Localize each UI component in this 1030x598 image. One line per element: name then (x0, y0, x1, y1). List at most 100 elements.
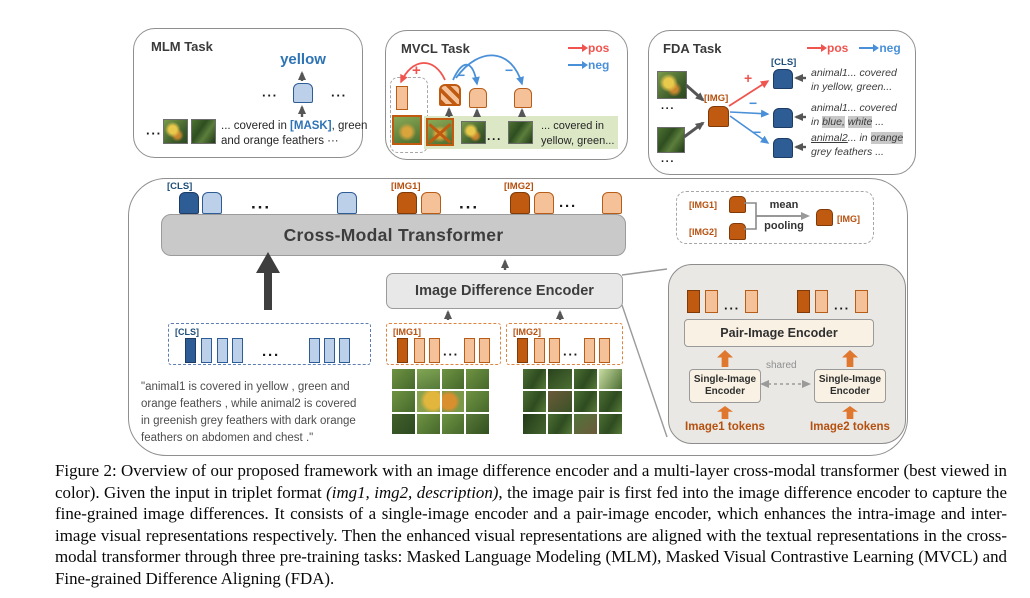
cls-label: [CLS] (167, 181, 193, 192)
image-embedding-bar (815, 290, 828, 313)
neg-arrow-icon (568, 60, 588, 70)
pair-image-encoder-detail: ··· ··· Pair-Image Encoder Single-Image E… (668, 264, 906, 444)
single-encoder-label: Single-Image Encoder (694, 374, 756, 398)
mean-pooling-box: [IMG1] [IMG2] mean pooling [IMG] (676, 191, 874, 244)
fda-text2-line1: animal1... covered (811, 102, 897, 114)
image-patch (573, 391, 597, 412)
legend-pos: pos (568, 41, 609, 55)
img1-token (729, 196, 746, 213)
foliage-image-thumbnail (508, 121, 533, 144)
image-token (534, 192, 554, 214)
image-embedding-bar (599, 338, 610, 363)
image-embedding-bar (414, 338, 425, 363)
cls-text-dashed-box: [CLS] ··· (168, 323, 371, 365)
image-embedding-bar (584, 338, 595, 363)
image-patch (416, 413, 440, 434)
fda-text1-line1: animal1... covered (811, 67, 897, 79)
image-patch (548, 391, 572, 412)
image-difference-encoder: Image Difference Encoder (386, 273, 623, 309)
caption-text: Figure 2: Overview of our proposed frame… (55, 461, 1007, 502)
image-embedding-bar (705, 290, 718, 313)
image-patch (523, 391, 547, 412)
img-label: [IMG] (837, 214, 860, 224)
img1-label: [IMG1] (391, 181, 421, 192)
image-patch (466, 369, 489, 390)
ellipsis-dots: ··· (563, 347, 579, 362)
pos-sign: + (744, 70, 753, 86)
image-patch (441, 413, 465, 434)
fda-text2-seg: in (811, 115, 823, 128)
img-token (816, 209, 833, 226)
ellipsis-dots: ··· (661, 103, 675, 115)
img2-token (729, 223, 746, 240)
img1-label: [IMG1] (689, 200, 717, 210)
image-patch (441, 391, 465, 412)
description-line1: "animal1 is covered in yellow , green an… (141, 381, 350, 393)
mlm-prediction-word: yellow (280, 51, 326, 68)
prediction-token (293, 83, 313, 103)
mlm-text-line2: and orange feathers ··· (221, 135, 339, 147)
ellipsis-dots: ··· (251, 198, 271, 217)
pos-arrow-icon (807, 43, 827, 53)
image-embedding-bar (549, 338, 560, 363)
neg-sign: − (457, 67, 466, 83)
cls-token (773, 108, 793, 128)
image-embedding-bar (397, 338, 408, 363)
single-image-encoder-1: Single-Image Encoder (689, 369, 761, 403)
img1-token (397, 192, 417, 214)
img-label: [IMG] (704, 93, 729, 104)
up-arrow-icon (717, 406, 733, 419)
legend-pos-label: pos (588, 41, 610, 55)
image-patch (548, 413, 572, 434)
mvcl-task-panel: MVCL Task pos neg ··· ... covered in yel… (385, 30, 628, 160)
img1-label: [IMG1] (393, 327, 421, 337)
image-embedding-bar (517, 338, 528, 363)
description-text: "animal1 is covered in yellow , green an… (141, 379, 356, 447)
mlm-text-before: ... covered in (221, 120, 291, 132)
fda-task-panel: FDA Task pos neg ··· ··· [IMG] [CLS] + −… (648, 30, 916, 175)
up-arrow-icon (717, 350, 733, 367)
single-encoder-line2: Encoder (829, 386, 870, 397)
fda-text2-highlight: white (847, 115, 873, 128)
image-token (469, 88, 487, 108)
fda-title: FDA Task (663, 41, 722, 56)
masked-image-token (439, 84, 461, 106)
framework-panel: [CLS] ··· [IMG1] ··· [IMG2] ··· Cross-Mo… (128, 178, 908, 456)
ellipsis-dots: ··· (559, 198, 577, 215)
mvcl-text-line1: ... covered in (541, 120, 604, 132)
image-token (514, 88, 532, 108)
fda-candidate-text-2: animal1... covered in blue, white ... (811, 102, 897, 129)
legend-pos-label: pos (827, 41, 849, 55)
single-encoder-line1: Single-Image (818, 374, 882, 385)
mlm-text: ... covered in [MASK], green and orange … (221, 119, 367, 149)
legend-pos: pos neg (807, 41, 901, 55)
single-image-encoder-2: Single-Image Encoder (814, 369, 886, 403)
image-patch (548, 369, 572, 390)
mean-pooling-label-1: mean (769, 199, 799, 211)
image1-tokens-label: Image1 tokens (685, 421, 765, 433)
ellipsis-dots: ··· (661, 156, 675, 168)
cls-token (773, 69, 793, 89)
image2-patch-grid (523, 369, 622, 434)
mlm-title: MLM Task (151, 39, 213, 54)
image-embedding-bar (745, 290, 758, 313)
text-embedding-bar (185, 338, 196, 363)
image-patch (466, 391, 489, 412)
text-embedding-bar (217, 338, 228, 363)
legend-neg-label: neg (588, 58, 610, 72)
description-line4: feathers on abdomen and chest ." (141, 432, 314, 444)
image-embedding-bar (464, 338, 475, 363)
pos-arrow-icon (568, 43, 588, 53)
img2-label: [IMG2] (689, 227, 717, 237)
ellipsis-dots: ··· (262, 347, 280, 364)
up-arrow-icon (842, 350, 858, 367)
img2-token (510, 192, 530, 214)
image-embedding-bar (797, 290, 810, 313)
single-encoder-line2: Encoder (704, 386, 745, 397)
cls-token (773, 138, 793, 158)
image-patch (598, 391, 622, 412)
image-patch (573, 369, 597, 390)
mask-token-label: [MASK] (290, 120, 332, 132)
description-line2: orange feathers , while animal2 is cover… (141, 398, 357, 410)
fda-text3-highlight: orange (870, 132, 904, 144)
